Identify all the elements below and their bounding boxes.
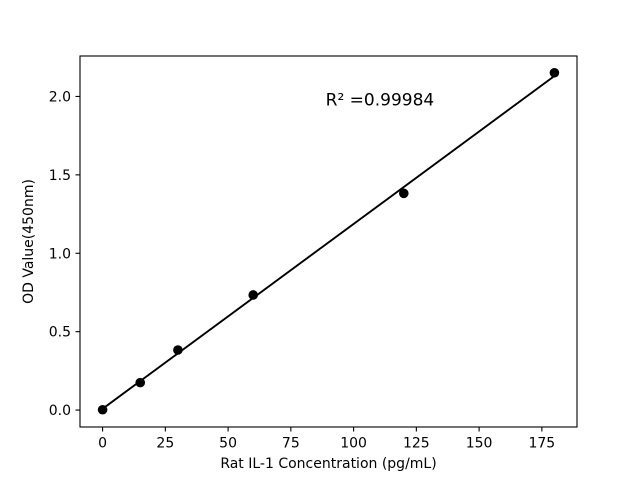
- y-tick-label: 1.0: [49, 246, 71, 262]
- x-tick-label: 0: [98, 436, 107, 452]
- x-tick-label: 125: [403, 436, 430, 452]
- data-point: [549, 67, 560, 78]
- x-tick-label: 150: [466, 436, 493, 452]
- y-axis-label: OD Value(450nm): [21, 179, 37, 304]
- y-tick-label: 0.5: [49, 325, 71, 341]
- data-point: [97, 404, 108, 415]
- y-tick-label: 2.0: [49, 89, 71, 105]
- x-tick-label: 25: [156, 436, 174, 452]
- data-point: [135, 377, 146, 388]
- data-point: [399, 188, 409, 199]
- y-tick-label: 0.0: [49, 403, 71, 419]
- x-tick-label: 175: [528, 436, 555, 452]
- data-point: [248, 290, 258, 300]
- x-axis-label: Rat IL-1 Concentration (pg/mL): [220, 456, 436, 472]
- data-point: [173, 345, 183, 355]
- r-squared-annotation: R² =0.99984: [326, 91, 435, 111]
- x-tick-label: 100: [340, 436, 367, 452]
- y-tick-label: 1.5: [49, 168, 71, 184]
- x-tick-label: 50: [219, 436, 237, 452]
- x-tick-label: 75: [282, 436, 300, 452]
